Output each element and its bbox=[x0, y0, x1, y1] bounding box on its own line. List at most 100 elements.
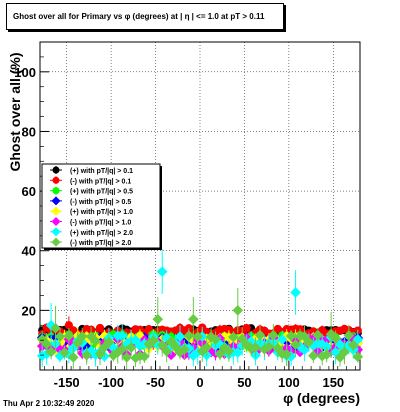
chart-title: Ghost over all for Primary vs φ (degrees… bbox=[13, 12, 265, 21]
data-point bbox=[242, 323, 251, 333]
data-point bbox=[125, 342, 137, 353]
data-point bbox=[339, 346, 350, 358]
data-point bbox=[148, 335, 159, 346]
x-tick-label: -50 bbox=[146, 375, 165, 390]
legend-marker bbox=[51, 206, 61, 216]
data-point bbox=[50, 322, 61, 334]
data-point bbox=[232, 347, 244, 358]
legend-marker bbox=[51, 217, 61, 226]
data-point bbox=[232, 305, 244, 316]
data-point bbox=[63, 330, 75, 342]
data-point bbox=[308, 350, 319, 362]
data-point bbox=[76, 330, 88, 342]
x-tick-label: 150 bbox=[322, 375, 344, 390]
y-tick-label: 100 bbox=[14, 65, 36, 80]
data-point bbox=[192, 331, 204, 342]
data-point bbox=[161, 345, 172, 357]
data-point bbox=[352, 334, 364, 345]
data-point bbox=[303, 336, 315, 348]
data-point bbox=[352, 351, 364, 363]
legend-shadow bbox=[160, 166, 162, 250]
data-point bbox=[41, 338, 52, 350]
legend-marker bbox=[52, 176, 60, 184]
data-point bbox=[299, 331, 310, 342]
legend-marker bbox=[51, 237, 61, 247]
data-point bbox=[290, 339, 301, 350]
data-point bbox=[223, 345, 235, 357]
legend-label: (-) with pT/|q| > 0.5 bbox=[70, 199, 131, 206]
data-point bbox=[68, 352, 79, 363]
data-point bbox=[90, 335, 101, 347]
timestamp: Thu Apr 2 10:32:49 2020 bbox=[3, 399, 95, 408]
data-point bbox=[170, 341, 181, 353]
y-tick-label: 40 bbox=[22, 244, 36, 259]
data-point bbox=[299, 344, 310, 356]
data-point bbox=[214, 348, 226, 360]
data-point bbox=[156, 266, 168, 277]
data-point bbox=[348, 339, 359, 351]
data-point bbox=[312, 329, 324, 341]
data-point bbox=[210, 334, 221, 345]
data-point bbox=[183, 330, 195, 341]
data-point bbox=[130, 334, 141, 346]
data-point bbox=[330, 333, 341, 344]
title-box: Ghost over all for Primary vs φ (degrees… bbox=[6, 3, 284, 30]
x-tick-label: 0 bbox=[196, 375, 203, 390]
x-tick-label: -150 bbox=[54, 375, 80, 390]
legend-label: (-) with pT/|q| > 2.0 bbox=[70, 240, 131, 247]
data-point bbox=[268, 329, 279, 341]
data-point bbox=[201, 342, 212, 353]
data-point bbox=[116, 343, 128, 355]
legend-label: (+) with pT/|q| > 2.0 bbox=[70, 230, 133, 237]
data-point bbox=[156, 339, 168, 351]
data-point bbox=[281, 348, 292, 360]
data-point bbox=[121, 351, 132, 363]
data-point bbox=[343, 330, 355, 341]
data-point bbox=[276, 334, 288, 345]
data-point bbox=[94, 348, 106, 360]
legend-marker bbox=[52, 166, 60, 174]
x-tick-label: 50 bbox=[237, 375, 251, 390]
y-tick-label: 60 bbox=[22, 184, 36, 199]
y-tick-label: 80 bbox=[22, 124, 36, 139]
legend-marker bbox=[51, 196, 61, 206]
x-tick-label: 100 bbox=[278, 375, 300, 390]
data-point bbox=[54, 331, 66, 342]
data-point bbox=[139, 351, 150, 362]
x-axis-label: φ (degrees) bbox=[283, 390, 360, 406]
data-point bbox=[321, 349, 332, 360]
data-point bbox=[263, 341, 275, 352]
data-point bbox=[290, 287, 301, 298]
data-point bbox=[228, 331, 239, 343]
legend-shadow bbox=[44, 248, 162, 250]
data-point bbox=[81, 350, 92, 361]
x-tick-label: -100 bbox=[98, 375, 124, 390]
data-point bbox=[152, 314, 164, 325]
data-point bbox=[236, 333, 248, 345]
data-point bbox=[103, 336, 115, 348]
legend-label: (-) with pT/|q| > 1.0 bbox=[70, 220, 131, 227]
legend-label: (+) with pT/|q| > 0.1 bbox=[70, 168, 133, 175]
data-point bbox=[72, 337, 84, 349]
legend-label: (+) with pT/|q| > 1.0 bbox=[70, 209, 133, 216]
data-point bbox=[59, 347, 70, 358]
legend-label: (-) with pT/|q| > 0.1 bbox=[70, 178, 131, 185]
data-point bbox=[45, 319, 57, 331]
data-point bbox=[272, 343, 284, 354]
y-tick-label: 20 bbox=[22, 303, 36, 318]
data-point bbox=[250, 342, 261, 353]
data-point bbox=[45, 346, 57, 358]
legend-marker bbox=[51, 227, 61, 237]
data-point bbox=[179, 344, 190, 355]
data-point bbox=[254, 329, 266, 341]
legend-label: (+) with pT/|q| > 0.5 bbox=[70, 189, 133, 196]
legend-marker bbox=[52, 187, 60, 195]
data-point bbox=[285, 330, 297, 342]
data-point bbox=[95, 323, 105, 333]
data-point bbox=[174, 331, 186, 342]
data-point bbox=[241, 339, 252, 351]
data-point bbox=[188, 314, 199, 325]
y-axis-label: Ghost over all (%) bbox=[7, 52, 23, 171]
legend-box bbox=[41, 163, 161, 249]
